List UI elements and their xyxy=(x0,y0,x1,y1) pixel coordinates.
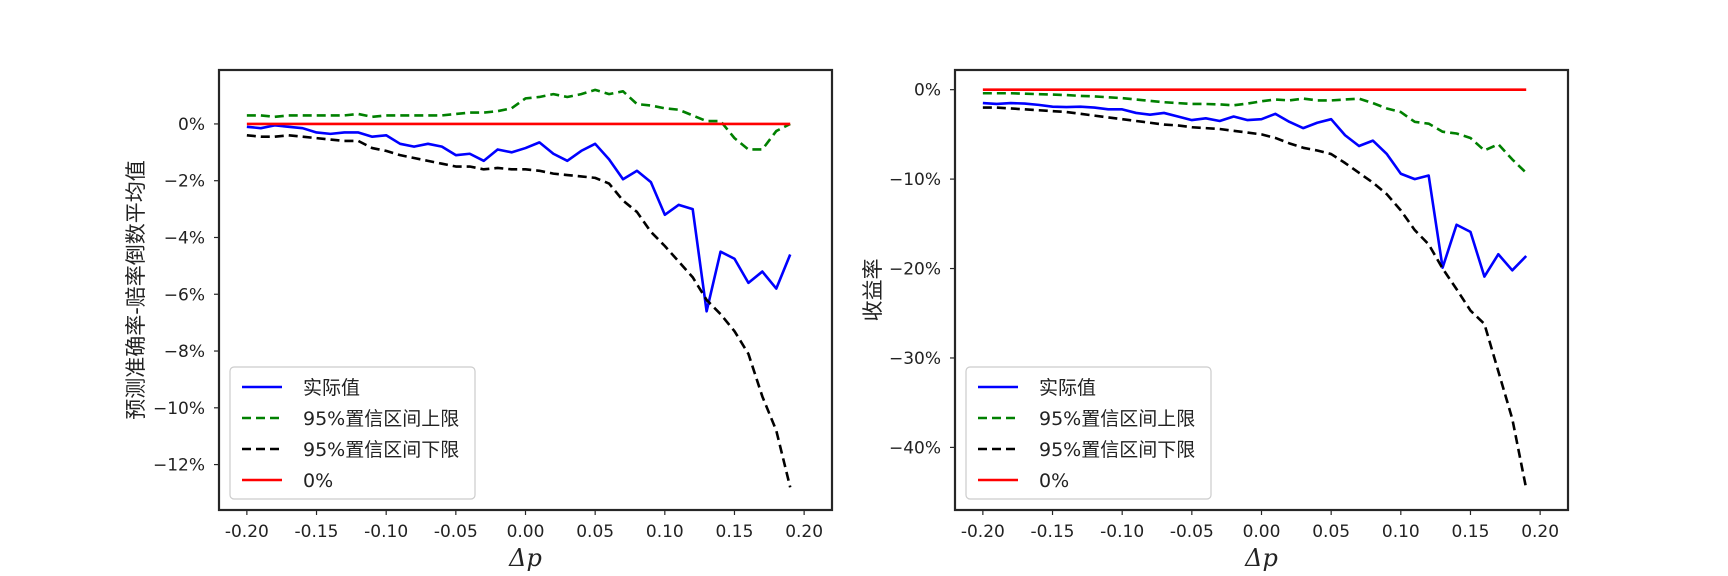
x-tick-label: 0.10 xyxy=(1382,522,1420,542)
legend: 实际值 95%置信区间上限 95%置信区间下限 0% xyxy=(229,366,476,500)
x-axis-label: Δp xyxy=(508,544,542,572)
x-tick-label: -0.10 xyxy=(1100,522,1144,542)
x-tick-label: 0.15 xyxy=(1452,522,1490,542)
y-tick-label: 0% xyxy=(914,81,941,101)
legend-entry-label: 实际值 xyxy=(303,377,360,399)
legend-entry-label: 95%置信区间下限 xyxy=(1039,439,1195,461)
legend-entry-label: 实际值 xyxy=(1039,377,1096,399)
x-tick-label: -0.10 xyxy=(364,522,408,542)
x-tick-label: -0.20 xyxy=(961,522,1005,542)
series-line-2 xyxy=(246,133,792,488)
legend-entry-label: 95%置信区间上限 xyxy=(303,408,459,430)
x-tick-label: -0.15 xyxy=(295,522,339,542)
y-tick-label: −8% xyxy=(164,342,205,362)
y-tick-label: −12% xyxy=(153,456,205,476)
x-tick-label: -0.05 xyxy=(434,522,478,542)
x-tick-label: -0.20 xyxy=(225,522,269,542)
series-line-1 xyxy=(982,91,1528,174)
legend-entry-label: 95%置信区间上限 xyxy=(1039,408,1195,430)
x-tick-label: 0.20 xyxy=(1521,522,1559,542)
x-tick-label: 0.15 xyxy=(716,522,754,542)
y-axis-label: 预测准确率-赔率倒数平均值 xyxy=(124,160,148,420)
y-tick-label: 0% xyxy=(178,115,205,135)
legend: 实际值 95%置信区间上限 95%置信区间下限 0% xyxy=(965,366,1212,500)
y-tick-label: −2% xyxy=(164,172,205,192)
series-line-0 xyxy=(982,101,1528,278)
y-tick-label: −20% xyxy=(889,260,941,280)
x-tick-label: -0.15 xyxy=(1031,522,1075,542)
y-tick-label: −4% xyxy=(164,228,205,248)
left-chart-panel: -0.20 -0.15 -0.10 -0.05 0.00 0.05 0.10 0.15 0.20… xyxy=(124,68,834,572)
y-tick-label: −10% xyxy=(889,170,941,190)
x-tick-label: 0.05 xyxy=(576,522,614,542)
x-tick-label: 0.00 xyxy=(507,522,545,542)
x-tick-label: -0.05 xyxy=(1170,522,1214,542)
y-tick-label: −30% xyxy=(889,349,941,369)
right-chart-panel: -0.20 -0.15 -0.10 -0.05 0.00 0.05 0.10 0.15 0.20… xyxy=(861,68,1570,572)
legend-box xyxy=(229,366,476,500)
x-axis-label: Δp xyxy=(1244,544,1278,572)
y-tick-label: −40% xyxy=(889,438,941,458)
series-line-1 xyxy=(246,88,791,151)
series-line-0 xyxy=(246,124,792,313)
x-tick-label: 0.10 xyxy=(646,522,684,542)
y-axis-label: 收益率 xyxy=(861,259,885,322)
legend-box xyxy=(965,366,1212,500)
x-tick-label: 0.05 xyxy=(1312,522,1350,542)
y-tick-label: −6% xyxy=(164,285,205,305)
legend-entry-label: 0% xyxy=(303,470,333,492)
series-line-2 xyxy=(982,106,1528,489)
x-tick-label: 0.00 xyxy=(1243,522,1281,542)
legend-entry-label: 95%置信区间下限 xyxy=(303,439,459,461)
y-tick-label: −10% xyxy=(153,399,205,419)
x-tick-label: 0.20 xyxy=(785,522,823,542)
legend-entry-label: 0% xyxy=(1039,470,1069,492)
